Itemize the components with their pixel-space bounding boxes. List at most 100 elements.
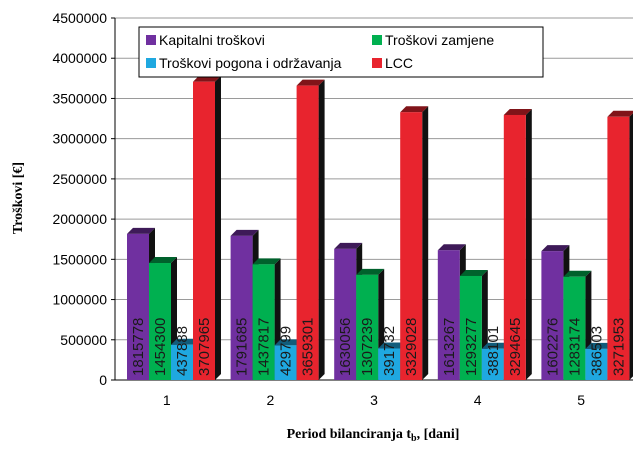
bar-depth: [318, 79, 325, 380]
y-tick-label: 1500000: [52, 251, 107, 267]
bar-face: [400, 112, 423, 381]
data-label: 3294645: [507, 318, 524, 376]
bar-face: [541, 251, 564, 380]
bar-depth: [215, 75, 221, 380]
bar: [296, 79, 325, 380]
bar-top: [149, 257, 177, 264]
x-axis-title: Period bilanciranja tb, [dani]: [287, 427, 460, 444]
bar-depth: [525, 108, 532, 380]
y-tick-label: 1000000: [52, 292, 107, 308]
bar-face: [127, 233, 149, 380]
bar: [400, 106, 429, 381]
bar: [607, 110, 633, 381]
x-tick-label: 4: [474, 392, 482, 408]
bar-face: [459, 275, 482, 380]
bar-top: [334, 242, 363, 249]
bar-top: [378, 342, 407, 349]
data-label: 429799: [278, 326, 295, 376]
bar-face: [563, 276, 586, 380]
bar-top: [503, 108, 532, 115]
y-tick-label: 500000: [60, 332, 107, 348]
legend-swatch: [372, 35, 382, 45]
bar-top: [296, 79, 325, 86]
bar-top: [481, 342, 510, 349]
bar-top: [274, 339, 303, 346]
y-tick-label: 2500000: [52, 171, 107, 187]
legend: Kapitalni troškovi Troškovi zamjene Troško…: [138, 26, 544, 78]
bar-face: [437, 250, 460, 380]
data-label: 1791685: [234, 318, 251, 376]
data-label: 1293277: [463, 318, 480, 376]
legend-item: LCC: [372, 55, 413, 71]
bar-top: [127, 227, 155, 234]
bar-top: [230, 229, 259, 236]
legend-item: Troškovi zamjene: [372, 32, 494, 48]
y-tick-label: 3000000: [52, 131, 107, 147]
bar-face: [193, 81, 215, 380]
bar-top: [252, 258, 281, 265]
data-label: 391732: [381, 326, 398, 376]
data-label: 1283174: [566, 318, 583, 376]
bar-top: [437, 244, 466, 251]
y-tick-label: 4000000: [52, 50, 107, 66]
bar-face: [503, 114, 526, 380]
bar-top: [459, 269, 488, 276]
data-label: 388101: [485, 326, 502, 376]
bar-depth: [629, 113, 633, 380]
bar-face: [334, 248, 357, 380]
bar-face: [274, 345, 297, 380]
y-axis-title: Troškovi [€]: [11, 162, 26, 234]
bar-face: [252, 264, 275, 380]
bar-top: [356, 268, 385, 275]
bar-face: [607, 116, 630, 381]
bar-face: [149, 263, 171, 380]
x-tick-label: 3: [370, 392, 378, 408]
y-tick-label: 4500000: [52, 10, 107, 26]
legend-swatch: [146, 35, 156, 45]
y-tick-label: 2000000: [52, 211, 107, 227]
legend-label: LCC: [385, 55, 413, 71]
data-label: 1602276: [544, 318, 561, 376]
data-label: 3271953: [610, 318, 627, 376]
legend-label: Kapitalni troškovi: [159, 32, 265, 48]
legend-swatch: [146, 58, 156, 68]
legend-item: Troškovi pogona i održavanja: [146, 55, 342, 71]
bar: [193, 75, 221, 380]
y-tick-label: 3500000: [52, 90, 107, 106]
bar-top: [585, 342, 614, 349]
label-layer: 1815778 1454300 437888 3707965 1791685 143781…: [130, 318, 627, 376]
bar-face: [378, 348, 401, 380]
legend-swatch: [372, 58, 382, 68]
data-label: 386503: [588, 326, 605, 376]
x-tick-label: 2: [267, 392, 275, 408]
bar-top: [563, 270, 592, 277]
legend-box: [138, 26, 544, 78]
y-tick-label: 0: [99, 372, 107, 388]
bar-face: [356, 274, 379, 380]
data-label: 1613267: [441, 318, 458, 376]
legend-item: Kapitalni troškovi: [146, 32, 265, 48]
axis-layer: 0 500000 1000000 1500000 2000000 2500000 30000…: [52, 10, 633, 408]
legend-label: Troškovi zamjene: [385, 32, 494, 48]
data-label: 1454300: [152, 318, 169, 376]
data-label: 3329028: [403, 318, 420, 376]
data-label: 1307239: [359, 318, 376, 376]
x-tick-label: 5: [577, 392, 585, 408]
bar-top: [607, 110, 633, 117]
bar-depth: [422, 106, 429, 381]
data-label: 1815778: [130, 318, 147, 376]
x-tick-label: 1: [163, 392, 171, 408]
bar-face: [171, 344, 193, 380]
bar-top: [400, 106, 429, 113]
bar-face: [296, 85, 319, 380]
bar-top: [541, 245, 570, 252]
legend-label: Troškovi pogona i održavanja: [159, 55, 342, 71]
bar: [459, 269, 488, 380]
bar-face: [585, 348, 608, 380]
data-label: 1437817: [256, 318, 273, 376]
data-label: 3707965: [196, 318, 213, 376]
bar-face: [230, 235, 253, 380]
bar: [503, 108, 532, 380]
